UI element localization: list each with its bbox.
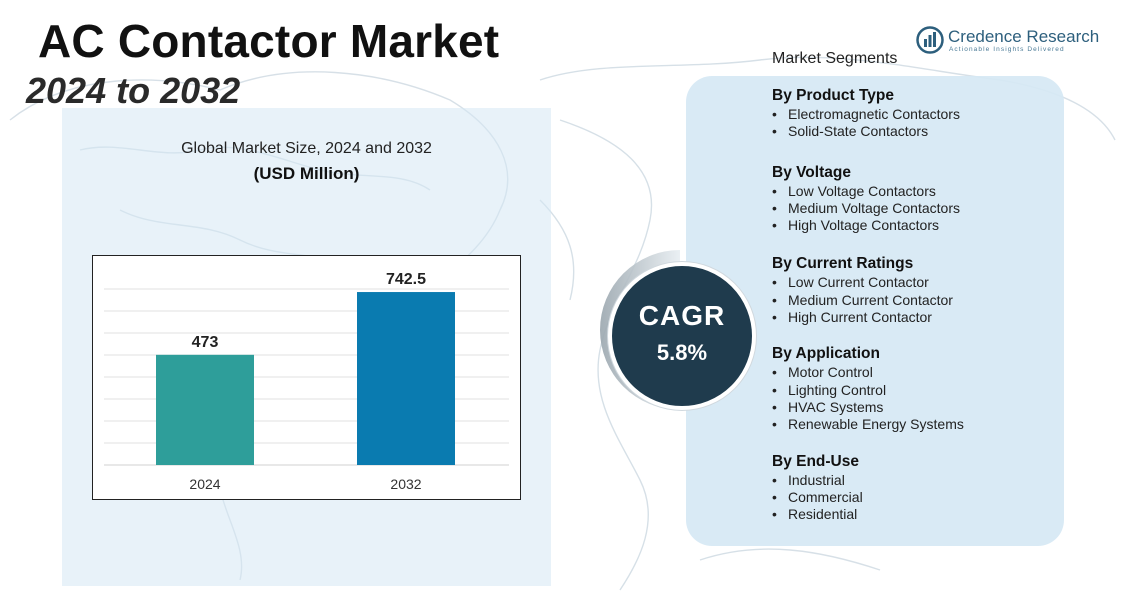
credence-research-logo: Credence Research Actionable Insights De… (916, 26, 1106, 56)
bar-2024 (156, 354, 254, 465)
segment-item: • Renewable Energy Systems (772, 416, 1072, 433)
segment-item: • HVAC Systems (772, 399, 1072, 416)
segment-item: • Low Current Contactor (772, 274, 1072, 291)
logo-tagline: Actionable Insights Delivered (949, 46, 1065, 53)
segment-heading: By Voltage (772, 163, 851, 181)
bullet-icon: • (772, 309, 777, 326)
segment-item: • Medium Current Contactor (772, 292, 1072, 309)
bullet-icon: • (772, 381, 777, 398)
segment-heading: By Application (772, 345, 880, 363)
segment-item: • Lighting Control (772, 382, 1072, 399)
segment-group: By Voltage • Low Voltage Contactors • Medium… (772, 163, 1072, 235)
bullet-icon: • (772, 416, 777, 433)
page-subtitle: 2024 to 2032 (26, 70, 241, 111)
segment-item-label: Medium Voltage Contactors (788, 199, 960, 216)
segment-item-label: High Current Contactor (788, 309, 932, 326)
bullet-icon: • (772, 123, 777, 140)
bar-value-label: 742.5 (386, 271, 426, 288)
segment-item-label: HVAC Systems (788, 398, 884, 415)
segment-item-label: Commercial (788, 488, 863, 505)
logo-bar-chart-icon (916, 26, 944, 54)
market-segments-label: Market Segments (772, 50, 898, 67)
segment-item-label: Renewable Energy Systems (788, 416, 964, 433)
logo-name: Credence Research (948, 27, 1100, 46)
cagr-label: CAGR (638, 300, 726, 331)
segment-heading: By End-Use (772, 452, 859, 470)
bullet-icon: • (772, 199, 777, 216)
x-tick-label: 2024 (189, 476, 220, 492)
segment-item-label: High Voltage Contactors (788, 217, 939, 234)
segment-item-label: Industrial (788, 471, 845, 488)
bullet-icon: • (772, 291, 777, 308)
segment-item-label: Residential (788, 506, 858, 523)
segment-item: • Electromagnetic Contactors (772, 106, 1072, 123)
bullet-icon: • (772, 106, 777, 122)
page-title: AC Contactor Market (38, 15, 500, 67)
market-size-bar-chart: 473 2024 742.5 2032 (92, 255, 521, 500)
segment-item: • High Voltage Contactors (772, 217, 1072, 234)
bullet-icon: • (772, 274, 777, 291)
chart-unit-label: (USD Million) (253, 164, 360, 183)
cagr-value: 5.8% (656, 340, 708, 365)
bullet-icon: • (772, 471, 777, 488)
segment-group: By End-Use • Industrial • Commercial • Residen… (772, 452, 1072, 524)
bar-value-label: 473 (192, 334, 219, 351)
segment-item-label: Low Voltage Contactors (788, 182, 936, 199)
segment-heading: By Product Type (772, 87, 895, 104)
segment-item-label: Low Current Contactor (788, 274, 929, 291)
x-tick-label: 2032 (390, 476, 421, 492)
segment-item: • Industrial (772, 472, 1072, 489)
segment-item: • Medium Voltage Contactors (772, 200, 1072, 217)
segment-group: By Product Type • Electromagnetic Contacto… (772, 86, 1072, 141)
bullet-icon: • (772, 364, 777, 381)
segment-item: • Commercial (772, 489, 1072, 506)
segment-item: • High Current Contactor (772, 309, 1072, 326)
segment-item-label: Electromagnetic Contactors (788, 106, 960, 122)
bullet-icon: • (772, 182, 777, 199)
segment-heading: By Current Ratings (772, 255, 914, 273)
market-segments-list: By Product Type • Electromagnetic Contacto… (772, 86, 1072, 523)
segment-item-label: Lighting Control (788, 381, 887, 398)
segment-group: By Application • Motor Control • Lighting Co… (772, 344, 1072, 433)
segment-item: • Low Voltage Contactors (772, 183, 1072, 200)
segment-item-label: Solid-State Contactors (788, 123, 929, 140)
segment-item: • Solid-State Contactors (772, 123, 1072, 140)
bullet-icon: • (772, 506, 777, 523)
segment-group: By Current Ratings • Low Current Contactor… (772, 254, 1072, 326)
bar-2032 (357, 292, 455, 465)
bullet-icon: • (772, 488, 777, 505)
segment-item-label: Medium Current Contactor (788, 291, 953, 308)
chart-title: Global Market Size, 2024 and 2032 (181, 140, 432, 157)
bullet-icon: • (772, 217, 777, 234)
cagr-badge (608, 262, 756, 410)
bullet-icon: • (772, 398, 777, 415)
segment-item-label: Motor Control (788, 364, 873, 381)
segment-item: • Motor Control (772, 364, 1072, 381)
segment-item: • Residential (772, 506, 1072, 523)
